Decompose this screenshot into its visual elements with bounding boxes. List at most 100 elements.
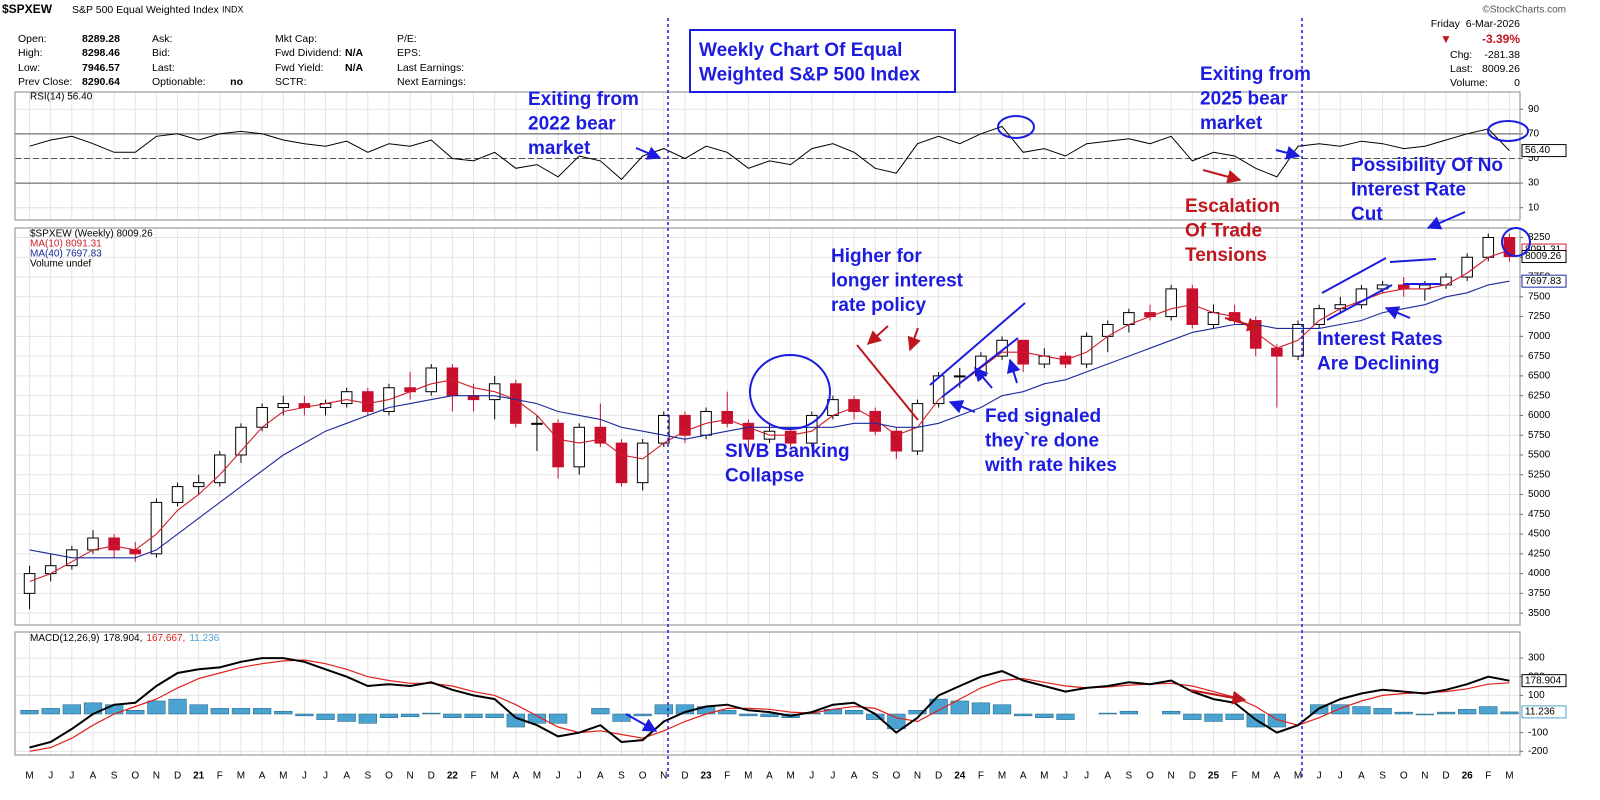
annotation: they`re done (985, 431, 1099, 452)
x-tick-label: A (1104, 771, 1111, 782)
candle-body (1186, 288, 1199, 325)
x-tick-label: 26 (1462, 771, 1474, 782)
x-tick-label: J (830, 771, 835, 782)
histogram-bar (1098, 712, 1117, 715)
annotation: with rate hikes (984, 455, 1117, 476)
trend-line (1321, 257, 1387, 294)
legend-entry: 178.904, (103, 633, 142, 644)
y-tick-label: 7000 (1528, 331, 1551, 342)
x-tick-label: O (1146, 771, 1154, 782)
x-tick-label: O (131, 771, 139, 782)
candle-body (1207, 312, 1220, 325)
field-label: P/E: (397, 33, 417, 45)
annotation: Of Trade (1185, 221, 1262, 242)
x-tick-label: J (1063, 771, 1068, 782)
y-tick-label: 100 (1528, 690, 1545, 701)
candle-body (1165, 288, 1177, 318)
x-tick-label: S (111, 771, 118, 782)
x-tick-label: F (217, 771, 223, 782)
y-tick-label: 7250 (1528, 311, 1551, 322)
candle-body (1461, 256, 1473, 278)
field-label: High: (18, 47, 43, 59)
x-tick-label: J (48, 771, 53, 782)
x-tick-label: M (1505, 771, 1513, 782)
x-tick-label: A (259, 771, 266, 782)
moving-average (29, 249, 1510, 583)
arrow (1275, 146, 1301, 160)
candle-body (932, 375, 945, 405)
histogram-bar (612, 713, 631, 722)
legend-entry: 11.236 (189, 633, 219, 644)
x-tick-label: A (851, 771, 858, 782)
x-tick-label: J (323, 771, 328, 782)
x-tick-label: D (1442, 771, 1449, 782)
x-tick-label: J (1338, 771, 1343, 782)
y-tick-label: 6250 (1528, 390, 1551, 401)
trend-line (856, 344, 919, 421)
value-tag-box (1521, 250, 1567, 264)
plot-area: 10 30 50 70 90 RSI(14) 56.40 56.40 3500 3750 4000… (14, 91, 1567, 782)
histogram-bar (908, 710, 927, 715)
candle-body (636, 442, 649, 484)
candle-body (805, 414, 818, 444)
histogram-bar (1204, 713, 1223, 722)
histogram-bar (718, 710, 737, 715)
legend-entry: 167.667, (146, 633, 185, 644)
field-label: Last: (152, 62, 175, 74)
annotation: Exiting from (528, 89, 639, 110)
annotation: Higher for (831, 246, 922, 267)
histogram-bar (443, 713, 462, 718)
field-value: 8298.46 (82, 47, 120, 59)
value-tag: 56.40 (1525, 145, 1550, 156)
legend-entry: Volume undef (30, 259, 91, 270)
x-tick-label: M (237, 771, 245, 782)
arrow (866, 325, 889, 345)
candle-body (192, 482, 205, 488)
candle-body (340, 391, 353, 405)
x-tick-label: O (639, 771, 647, 782)
y-tick-label: 6000 (1528, 410, 1551, 421)
value-tag-box (1521, 274, 1567, 288)
y-tick-label: 300 (1528, 653, 1545, 664)
y-tick-label: 5250 (1528, 469, 1551, 480)
annotation: Interest Rates (1317, 329, 1443, 350)
x-tick-label: F (1232, 771, 1238, 782)
index-name: S&P 500 Equal Weighted Index (72, 4, 219, 16)
histogram-bar (62, 704, 81, 715)
y-tick-label: 30 (1528, 178, 1540, 189)
histogram-bar (41, 708, 60, 715)
candle-body (552, 422, 564, 468)
histogram-bar (1394, 711, 1413, 715)
histogram-bar (231, 708, 251, 715)
histogram-bar (105, 704, 124, 715)
candle-body (615, 442, 628, 484)
x-tick-label: D (681, 771, 688, 782)
x-tick-label: J (809, 771, 814, 782)
annotation: Collapse (725, 466, 804, 487)
arrow (1384, 306, 1411, 320)
y-tick-label: 70 (1528, 128, 1540, 139)
x-tick-label: S (1126, 771, 1133, 782)
histogram-bar (1458, 709, 1477, 715)
x-tick-label: A (1020, 771, 1027, 782)
annotation: Escalation (1185, 196, 1280, 217)
histogram-bar (633, 713, 652, 717)
arrow (948, 400, 976, 414)
candle-body (1144, 312, 1156, 318)
value-tag: 7697.83 (1525, 276, 1562, 287)
arrow (907, 327, 921, 352)
candle-body (150, 501, 163, 555)
x-tick-label: A (90, 771, 97, 782)
stat-label: Last: (1450, 63, 1473, 75)
x-tick-label: N (153, 771, 160, 782)
x-tick-label: J (556, 771, 561, 782)
histogram-bar (274, 710, 293, 715)
x-tick-label: S (1379, 771, 1386, 782)
x-tick-label: M (490, 771, 498, 782)
candle-body (996, 339, 1008, 357)
value-tag-box (1521, 144, 1567, 158)
field-label: Prev Close: (18, 76, 72, 88)
annotation: SIVB Banking (725, 441, 850, 462)
candle-body (1397, 284, 1410, 290)
field-value: N/A (345, 62, 364, 74)
